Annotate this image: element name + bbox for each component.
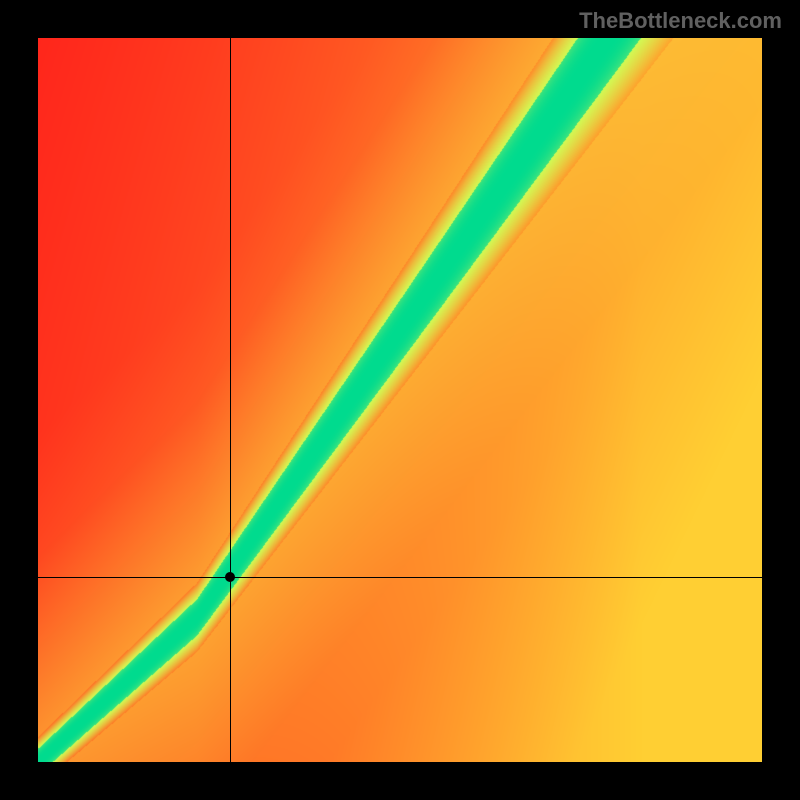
plot-area	[38, 38, 762, 762]
crosshair-horizontal	[38, 577, 762, 578]
crosshair-vertical	[230, 38, 231, 762]
crosshair-marker	[225, 572, 235, 582]
bottleneck-heatmap	[38, 38, 762, 762]
watermark-text: TheBottleneck.com	[579, 8, 782, 34]
